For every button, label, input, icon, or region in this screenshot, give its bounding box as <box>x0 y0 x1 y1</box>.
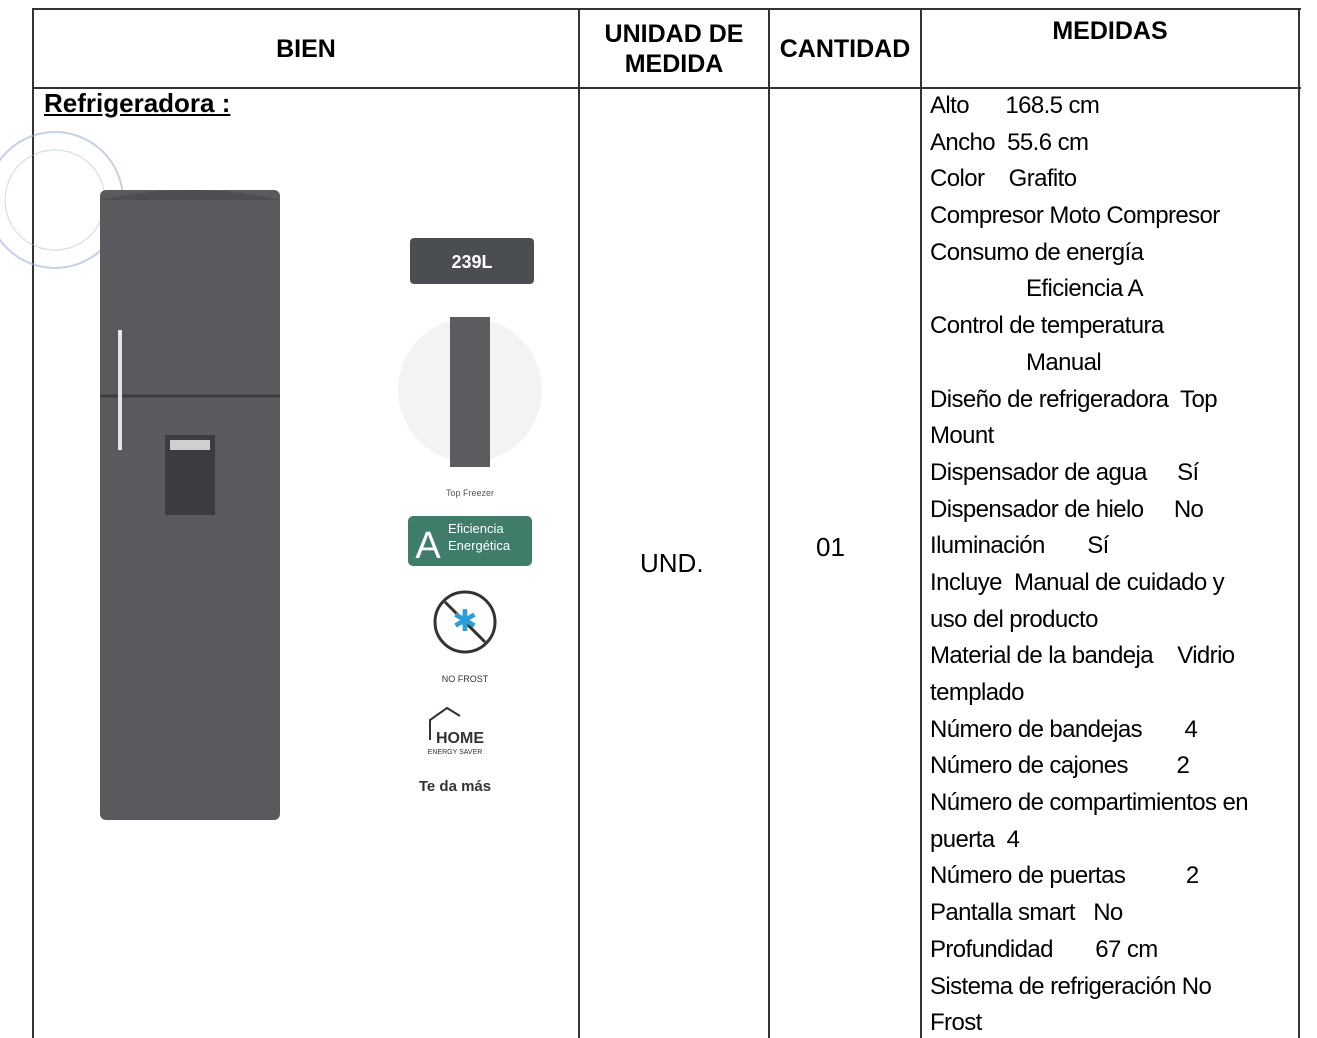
header: BIEN <box>276 35 336 63</box>
badge-text: Top Freezer <box>446 488 494 498</box>
spec-line: Color Grafito <box>930 165 1077 193</box>
spec-line: Mount <box>930 422 994 450</box>
spec-line: Dispensador de hielo No <box>930 495 1204 523</box>
header: UNIDAD DE MEDIDA <box>604 20 744 78</box>
spec-line: Profundidad 67 cm <box>930 935 1158 963</box>
spec-line: Control de temperatura <box>930 312 1164 340</box>
table-border <box>1298 8 1300 1038</box>
badge-text: A <box>415 525 441 567</box>
item-name: Refrigeradora : <box>44 88 231 118</box>
table-border <box>768 8 770 1038</box>
spec-line: Compresor Moto Compresor <box>930 202 1220 230</box>
badge-text: ENERGY SAVER <box>428 749 483 756</box>
table-border <box>32 8 34 1038</box>
spec-line: Frost <box>930 1009 982 1037</box>
spec-line: Material de la bandeja Vidrio <box>930 642 1235 670</box>
spec-line: Diseño de refrigeradora Top <box>930 385 1218 413</box>
badge-text: Te da más <box>419 778 491 795</box>
spec-line: uso del producto <box>930 605 1098 633</box>
spec-line: Sistema de refrigeración No <box>930 972 1212 1000</box>
spec-line: Número de puertas 2 <box>930 862 1199 890</box>
spec-line: templado <box>930 679 1025 706</box>
spec-line: Dispensador de agua Sí <box>930 458 1199 486</box>
header: MEDIDAS <box>1052 17 1168 45</box>
badge-text: NO FROST <box>442 674 489 684</box>
quantity: 01 <box>816 532 845 562</box>
svg-text:✱: ✱ <box>452 605 477 638</box>
spec-line: Consumo de energía <box>930 238 1144 266</box>
table-border <box>578 8 580 1038</box>
badge-text: HOME <box>436 730 484 747</box>
specs: Alto 168.5 cm Ancho 55.6 cm Color Grafito C… <box>930 88 1300 1038</box>
spec-line: Número de bandejas 4 <box>930 715 1198 743</box>
badge-text: Eficiencia Energética <box>448 521 511 553</box>
spec-line: Eficiencia A <box>1026 275 1143 303</box>
table-border <box>32 87 1301 89</box>
unit: UND. <box>640 548 704 578</box>
spec-line: Iluminación Sí <box>930 532 1109 560</box>
spec-line: Manual <box>1026 348 1102 376</box>
badge-text: 239L <box>451 252 492 272</box>
spec-line: Número de cajones 2 <box>930 752 1190 780</box>
table-border <box>920 8 922 1038</box>
spec-line: Alto 168.5 cm <box>930 92 1100 119</box>
spec-line: Incluye Manual de cuidado y <box>930 568 1225 596</box>
spec-line: Pantalla smart No <box>930 899 1123 927</box>
product-image: 239L Top Freezer A Eficiencia Energética… <box>0 131 542 820</box>
spec-line: Ancho 55.6 cm <box>930 128 1089 156</box>
header: CANTIDAD <box>779 35 911 63</box>
table-border <box>32 8 1301 10</box>
spec-line: Número de compartimientos en <box>930 789 1249 817</box>
spec-line: puerta 4 <box>930 825 1020 853</box>
